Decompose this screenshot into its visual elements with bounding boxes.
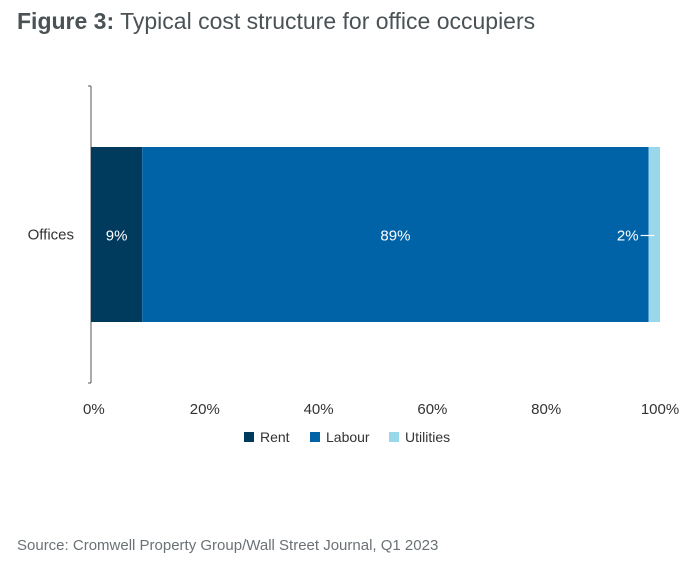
legend-label-utilities: Utilities (405, 429, 450, 445)
legend-label-rent: Rent (260, 429, 290, 445)
bar-segment-rent (91, 147, 143, 322)
category-label: Offices (28, 227, 74, 244)
source-note: Source: Cromwell Property Group/Wall Str… (17, 537, 439, 554)
x-tick-label: 40% (304, 401, 334, 418)
bar-segment-utilities (648, 147, 660, 322)
x-tick-label: 80% (531, 401, 561, 418)
x-tick-label: 100% (641, 401, 679, 418)
bar-segment-labour (142, 147, 649, 322)
figure-label: Figure 3: (17, 8, 115, 34)
legend-swatch-utilities (389, 432, 399, 442)
chart-title: Figure 3: Typical cost structure for off… (17, 8, 535, 35)
legend-swatch-rent (244, 432, 254, 442)
x-tick-label: 60% (417, 401, 447, 418)
title-text: Typical cost structure for office occupi… (120, 8, 536, 34)
legend-label-labour: Labour (326, 429, 370, 445)
legend-swatch-labour (310, 432, 320, 442)
x-tick-label: 20% (190, 401, 220, 418)
data-label-labour: 89% (380, 228, 410, 245)
x-tick-label: 0% (83, 401, 105, 418)
data-label-rent: 9% (106, 228, 128, 245)
data-label-utilities: 2% (617, 228, 639, 245)
